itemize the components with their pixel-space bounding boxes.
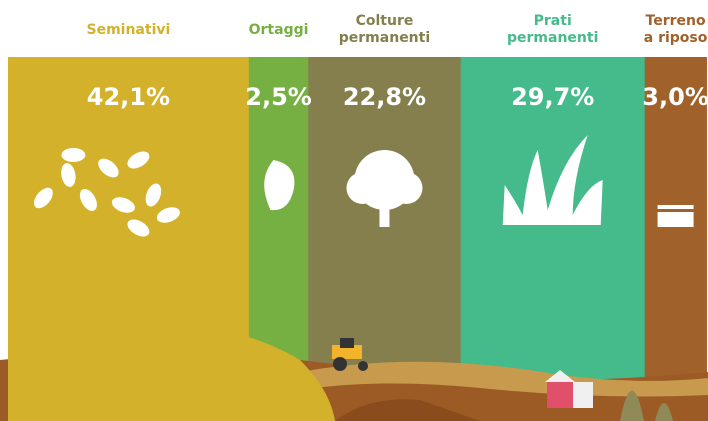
tree — [655, 403, 673, 421]
hill — [8, 320, 335, 421]
icon — [61, 163, 76, 187]
value-label: 22,8% — [343, 83, 426, 111]
category-label: Terreno a riposo — [643, 13, 708, 46]
value-label: 3,0% — [642, 83, 708, 111]
category-label: Prati permanenti — [507, 13, 599, 46]
column — [644, 57, 707, 421]
category-label: Seminativi — [86, 21, 171, 38]
icon — [156, 207, 180, 223]
icon — [79, 189, 97, 211]
icon — [98, 158, 119, 178]
category-label: Ortaggi — [248, 21, 309, 38]
column — [460, 57, 646, 421]
icon — [346, 172, 379, 204]
barn — [545, 370, 593, 408]
value-label: 29,7% — [511, 83, 594, 111]
icon — [127, 219, 150, 237]
icon — [502, 135, 603, 225]
icon — [61, 148, 86, 162]
tree — [620, 390, 644, 421]
icon — [379, 195, 390, 227]
column — [308, 57, 462, 421]
field — [300, 361, 708, 397]
category-label: Colture permanenti — [338, 13, 431, 46]
columns — [8, 57, 707, 421]
landscape — [0, 320, 708, 421]
icon — [145, 183, 162, 207]
ground-shade — [335, 399, 480, 421]
value-label: 2,5% — [245, 83, 312, 111]
icons — [34, 135, 694, 237]
icon — [264, 160, 295, 211]
icon — [34, 187, 53, 209]
icon — [111, 197, 135, 213]
tractor — [332, 338, 368, 371]
icon — [657, 205, 694, 209]
value-label: 42,1% — [87, 83, 170, 111]
icon — [127, 151, 150, 169]
icon — [657, 212, 694, 227]
icon — [390, 172, 423, 204]
